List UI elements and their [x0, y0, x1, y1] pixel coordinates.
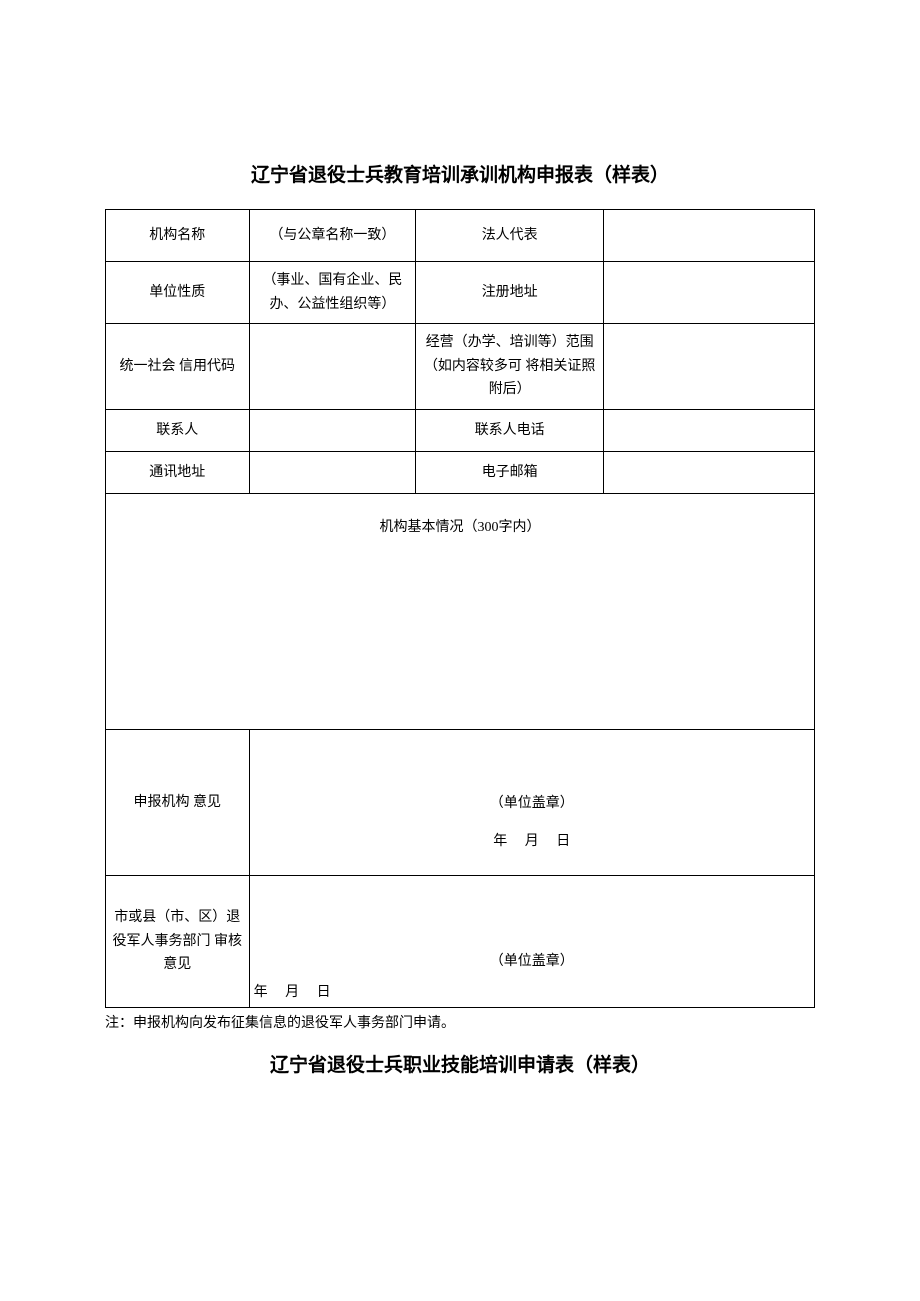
- applicant-date-line: 年 月 日: [256, 830, 808, 854]
- row-unit-nature: 单位性质 （事业、国有企业、民办、公益性组织等） 注册地址: [106, 262, 815, 324]
- value-credit-code: [249, 324, 416, 410]
- row-applicant-opinion: 申报机构 意见 （单位盖章） 年 月 日: [106, 730, 815, 876]
- basic-info-header: 机构基本情况（300字内）: [106, 494, 815, 562]
- row-basic-info-body: [106, 562, 815, 730]
- row-basic-info-header: 机构基本情况（300字内）: [106, 494, 815, 562]
- applicant-stamp-text: （单位盖章）: [256, 792, 808, 816]
- hint-unit-nature: （事业、国有企业、民办、公益性组织等）: [249, 262, 416, 324]
- label-business-scope: 经营（办学、培训等）范围（如内容较多可 将相关证照附后）: [416, 324, 604, 410]
- footnote: 注：申报机构向发布征集信息的退役军人事务部门申请。: [105, 1012, 815, 1032]
- label-applicant-opinion: 申报机构 意见: [106, 730, 250, 876]
- row-org-name: 机构名称 （与公章名称一致） 法人代表: [106, 210, 815, 262]
- review-stamp-text: （单位盖章）: [256, 950, 808, 974]
- hint-org-name: （与公章名称一致）: [249, 210, 416, 262]
- row-contact: 联系人 联系人电话: [106, 410, 815, 452]
- value-business-scope: [604, 324, 815, 410]
- label-mail-address: 通讯地址: [106, 452, 250, 494]
- page-title-1: 辽宁省退役士兵教育培训承训机构申报表（样表）: [105, 160, 815, 187]
- row-review-opinion: 市或县（市、区）退役军人事务部门 审核意见 （单位盖章） 年 月 日: [106, 876, 815, 1008]
- value-reg-address: [604, 262, 815, 324]
- label-review-opinion: 市或县（市、区）退役军人事务部门 审核意见: [106, 876, 250, 1008]
- value-email: [604, 452, 815, 494]
- application-form-table: 机构名称 （与公章名称一致） 法人代表 单位性质 （事业、国有企业、民办、公益性…: [105, 209, 815, 1008]
- page-title-2: 辽宁省退役士兵职业技能培训申请表（样表）: [105, 1050, 815, 1077]
- label-email: 电子邮箱: [416, 452, 604, 494]
- row-credit-code: 统一社会 信用代码 经营（办学、培训等）范围（如内容较多可 将相关证照附后）: [106, 324, 815, 410]
- value-contact-person: [249, 410, 416, 452]
- label-contact-phone: 联系人电话: [416, 410, 604, 452]
- label-credit-code: 统一社会 信用代码: [106, 324, 250, 410]
- label-legal-rep: 法人代表: [416, 210, 604, 262]
- value-mail-address: [249, 452, 416, 494]
- label-contact-person: 联系人: [106, 410, 250, 452]
- label-unit-nature: 单位性质: [106, 262, 250, 324]
- review-date-line: 年 月 日: [254, 981, 331, 1005]
- label-org-name: 机构名称: [106, 210, 250, 262]
- row-address-email: 通讯地址 电子邮箱: [106, 452, 815, 494]
- label-reg-address: 注册地址: [416, 262, 604, 324]
- cell-applicant-opinion: （单位盖章） 年 月 日: [249, 730, 814, 876]
- cell-review-opinion: （单位盖章） 年 月 日: [249, 876, 814, 1008]
- value-contact-phone: [604, 410, 815, 452]
- value-legal-rep: [604, 210, 815, 262]
- basic-info-body: [106, 562, 815, 730]
